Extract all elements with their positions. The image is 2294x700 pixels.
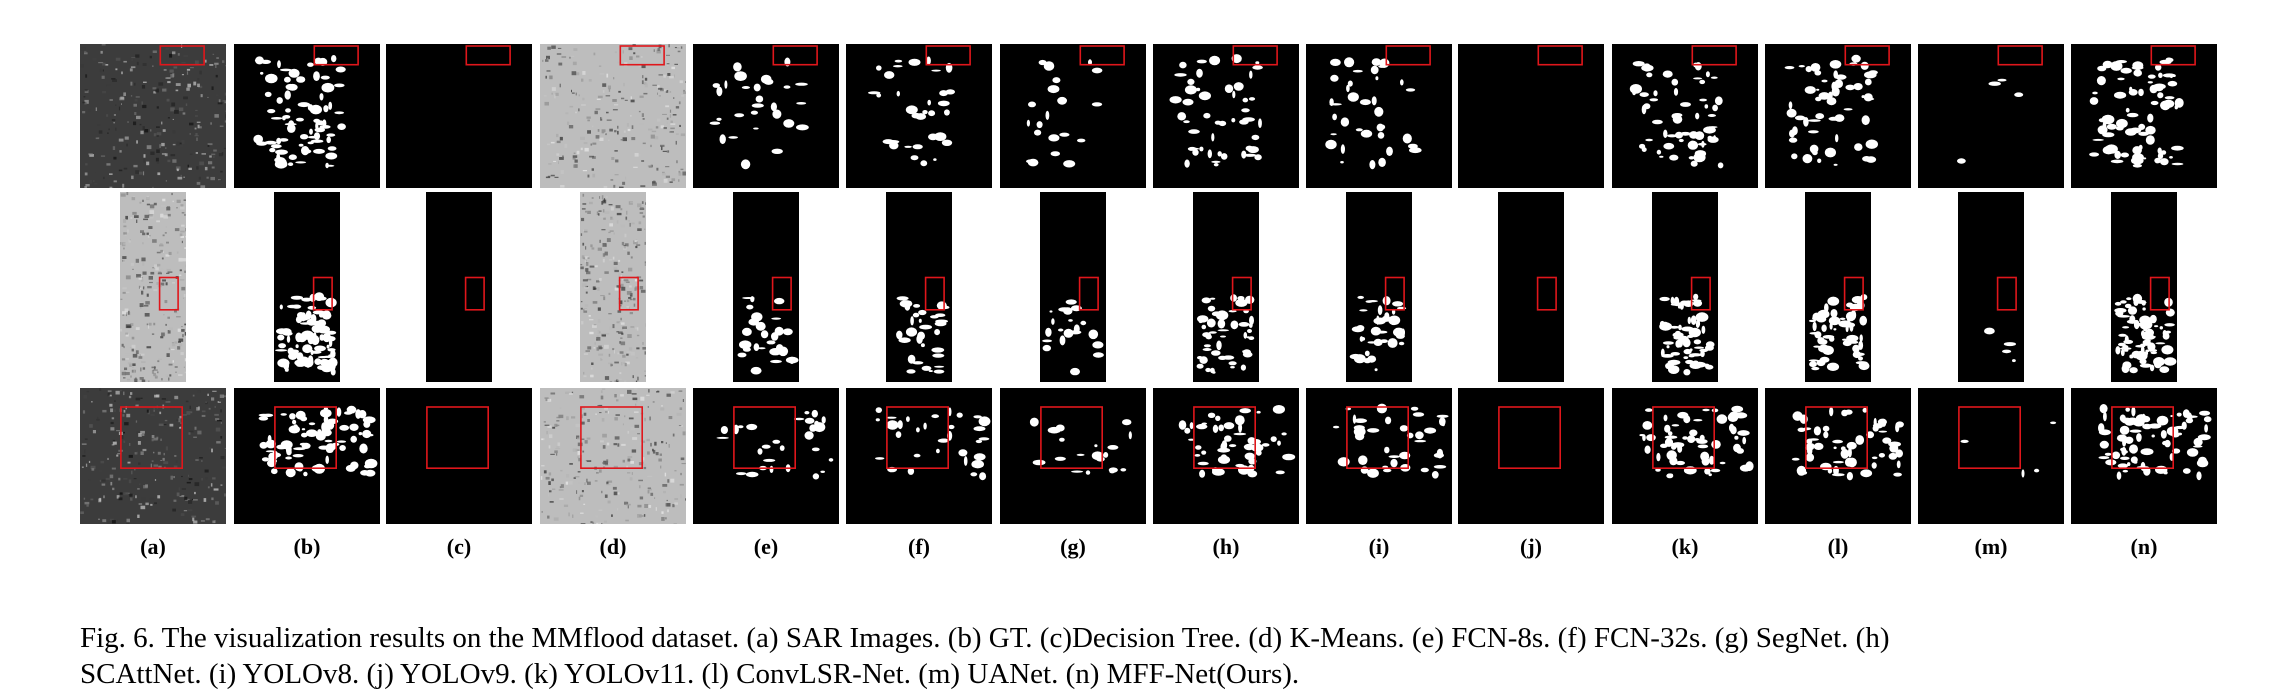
- column-label-d: (d): [599, 534, 627, 559]
- result-image-r3-c10: [1458, 388, 1604, 524]
- result-image-r2-c2: [274, 192, 340, 382]
- result-image-r3-c2: [234, 388, 380, 524]
- result-image-r1-c6: [846, 44, 992, 188]
- result-image-r1-c4: [540, 44, 686, 188]
- result-image-r1-c1: [80, 44, 226, 188]
- result-image-r2-c5: [733, 192, 799, 382]
- result-image-r2-c14: [2111, 192, 2177, 382]
- result-image-r1-c14: [2071, 44, 2217, 188]
- result-image-r2-c7: [1040, 192, 1106, 382]
- result-image-r2-c4: [580, 192, 646, 382]
- result-image-r2-c13: [1958, 192, 2024, 382]
- result-image-r1-c2: [234, 44, 380, 188]
- result-image-r3-c7: [1000, 388, 1146, 524]
- result-image-r1-c7: [1000, 44, 1146, 188]
- column-label-n: (n): [2130, 534, 2158, 559]
- column-label-m: (m): [1974, 534, 2008, 559]
- result-image-r3-c12: [1765, 388, 1911, 524]
- result-image-r1-c13: [1918, 44, 2064, 188]
- column-label-b: (b): [293, 534, 321, 559]
- result-image-r3-c8: [1153, 388, 1299, 524]
- result-image-r3-c5: [693, 388, 839, 524]
- result-image-r1-c11: [1612, 44, 1758, 188]
- column-label-g: (g): [1060, 534, 1086, 559]
- result-image-r3-c4: [540, 388, 686, 524]
- column-label-l: (l): [1827, 534, 1849, 559]
- result-image-r1-c12: [1765, 44, 1911, 188]
- result-image-r3-c9: [1306, 388, 1452, 524]
- result-image-r1-c9: [1306, 44, 1452, 188]
- result-image-r2-c10: [1498, 192, 1564, 382]
- figure-caption: Fig. 6. The visualization results on the…: [80, 620, 2220, 692]
- column-label-h: (h): [1212, 534, 1240, 559]
- result-image-r2-c12: [1805, 192, 1871, 382]
- result-image-r3-c6: [846, 388, 992, 524]
- caption-line-1: Fig. 6. The visualization results on the…: [80, 622, 1890, 654]
- result-image-r2-c3: [426, 192, 492, 382]
- column-label-k: (k): [1671, 534, 1699, 559]
- caption-line-2: SCAttNet. (i) YOLOv8. (j) YOLOv9. (k) YO…: [80, 658, 1300, 690]
- result-image-r3-c13: [1918, 388, 2064, 524]
- result-image-r2-c11: [1652, 192, 1718, 382]
- column-label-j: (j): [1520, 534, 1542, 559]
- results-figure-grid: [80, 44, 2220, 574]
- result-image-r1-c8: [1153, 44, 1299, 188]
- column-label-c: (c): [446, 534, 472, 559]
- result-image-r2-c6: [886, 192, 952, 382]
- result-image-r2-c8: [1193, 192, 1259, 382]
- column-label-e: (e): [753, 534, 779, 559]
- result-image-r1-c3: [386, 44, 532, 188]
- result-image-r1-c5: [693, 44, 839, 188]
- result-image-r3-c14: [2071, 388, 2217, 524]
- result-image-r2-c9: [1346, 192, 1412, 382]
- result-image-r1-c10: [1458, 44, 1604, 188]
- column-label-f: (f): [908, 534, 930, 559]
- result-image-r2-c1: [120, 192, 186, 382]
- column-label-i: (i): [1368, 534, 1390, 559]
- result-image-r3-c1: [80, 388, 226, 524]
- result-image-r3-c11: [1612, 388, 1758, 524]
- result-image-r3-c3: [386, 388, 532, 524]
- column-label-a: (a): [140, 534, 166, 559]
